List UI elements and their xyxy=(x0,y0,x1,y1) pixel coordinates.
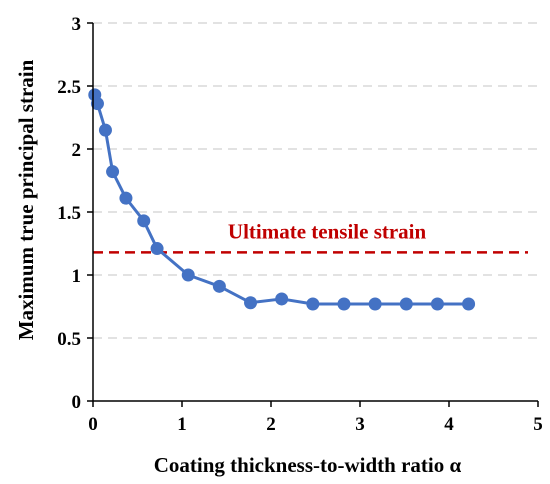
y-tick-label: 0.5 xyxy=(57,329,81,350)
y-tick-label: 0 xyxy=(72,392,82,413)
data-point xyxy=(337,297,351,311)
series-group xyxy=(88,88,476,311)
axes xyxy=(87,22,539,407)
y-tick-label: 1.5 xyxy=(57,203,81,224)
data-point xyxy=(106,165,120,179)
data-point xyxy=(275,292,289,306)
data-point xyxy=(181,268,195,282)
data-point xyxy=(368,297,382,311)
data-point xyxy=(399,297,413,311)
y-tick-labels: 0 0.5 1 1.5 2 2.5 3 xyxy=(57,14,81,413)
y-tick-label: 1 xyxy=(72,266,82,287)
y-tick-label: 2.5 xyxy=(57,77,81,98)
x-tick-label: 4 xyxy=(444,414,454,435)
data-point xyxy=(90,97,104,111)
data-point xyxy=(212,279,226,293)
x-tick-label: 3 xyxy=(355,414,365,435)
data-point xyxy=(98,123,112,137)
x-tick-label: 0 xyxy=(88,414,98,435)
data-point xyxy=(430,297,444,311)
y-tick-label: 3 xyxy=(72,14,82,35)
x-tick-label: 1 xyxy=(177,414,187,435)
data-point xyxy=(462,297,476,311)
data-point xyxy=(119,191,133,205)
x-axis-title: Coating thickness-to-width ratio α xyxy=(154,453,462,477)
data-point xyxy=(150,242,164,256)
x-tick-labels: 0 1 2 3 4 5 xyxy=(88,414,543,435)
y-tick-label: 2 xyxy=(72,140,82,161)
data-point xyxy=(306,297,320,311)
y-axis-title: Maximum true principal strain xyxy=(14,59,38,340)
gridlines xyxy=(93,22,538,339)
x-tick-label: 2 xyxy=(266,414,276,435)
data-point xyxy=(137,214,151,228)
data-point xyxy=(244,296,258,310)
series-line xyxy=(93,94,469,306)
reference-line-label: Ultimate tensile strain xyxy=(228,219,427,243)
x-tick-label: 5 xyxy=(533,414,543,435)
